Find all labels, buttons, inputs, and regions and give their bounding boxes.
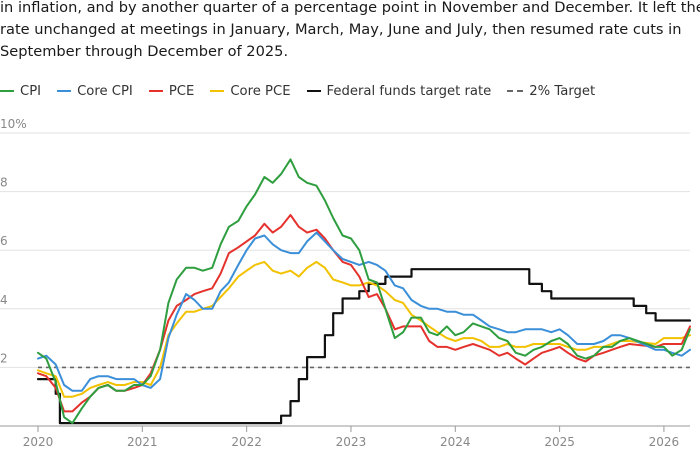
intro-line-1: in inflation, and by another quarter of … [0,0,700,16]
legend-item-core-cpi: Core CPI [57,84,133,99]
x-tick-label-2025: 2025 [544,435,575,449]
x-tick-label-2021: 2021 [127,435,158,449]
x-tick-label-2024: 2024 [440,435,471,449]
legend-item-cpi: CPI [0,84,41,99]
y-tick-label-8: 8 [0,176,8,190]
x-tick-label-2022: 2022 [231,435,262,449]
x-tick-label-2026: 2026 [649,435,680,449]
legend-label-fed-funds: Federal funds target rate [326,83,492,99]
legend-swatch-core-cpi [57,90,72,92]
legend-swatch-cpi [0,90,14,92]
legend-label-pce: PCE [168,83,195,99]
intro-line-2: rate unchanged at meetings in January, M… [0,21,682,38]
x-tick-label-2023: 2023 [336,435,367,449]
intro-line-3: September through December of 2025. [0,43,289,60]
y-tick-label-6: 6 [0,234,8,248]
series-line-cpi [37,158,691,425]
legend-swatch-target [507,90,524,92]
legend-label-core-pce: Core PCE [230,83,291,99]
series-line-core-pce [37,260,691,398]
legend-item-target: 2% Target [507,84,595,99]
y-tick-label-2: 2 [0,351,8,365]
legend-item-fed-funds: Federal funds target rate [306,83,492,99]
legend-swatch-core-pce [210,90,225,92]
series-line-federal-funds-target-rate [36,268,692,425]
x-tick-label-2020: 2020 [23,435,54,449]
legend-label-target: 2% Target [529,83,596,99]
intro-text: in inflation, and by another quarter of … [0,0,700,63]
legend-label-core-cpi: Core CPI [77,83,133,99]
legend-swatch-fed-funds [306,90,321,92]
chart-legend: CPI Core CPI PCE Core PCE Federal funds … [0,81,611,101]
legend-item-pce: PCE [148,83,195,99]
y-tick-label-10: 10% [0,117,27,131]
legend-item-core-pce: Core PCE [210,83,291,99]
legend-swatch-pce [148,90,163,92]
series-line-core-cpi [37,231,691,392]
legend-label-cpi: CPI [20,83,42,99]
y-tick-label-4: 4 [0,293,8,307]
